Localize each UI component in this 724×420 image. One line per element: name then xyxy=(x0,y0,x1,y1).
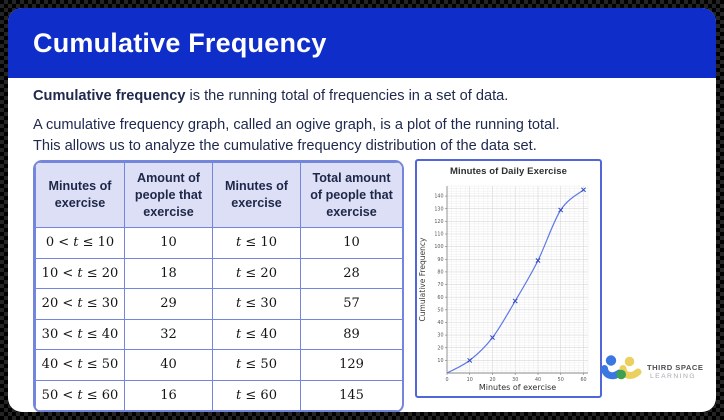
svg-text:0: 0 xyxy=(445,377,448,383)
svg-text:60: 60 xyxy=(437,295,443,301)
svg-text:40: 40 xyxy=(437,320,443,326)
svg-text:10: 10 xyxy=(437,358,443,364)
svg-text:20: 20 xyxy=(437,345,443,351)
table-row: 40 < t ≤ 50 40 t ≤ 50 129 xyxy=(35,349,402,381)
table-row: 0 < t ≤ 10 10 t ≤ 10 10 xyxy=(35,227,402,259)
intro-paragraph-2-line2: This allows us to analyze the cumulative… xyxy=(33,138,537,154)
grid-major xyxy=(447,186,588,373)
table-cell: 40 < t ≤ 50 xyxy=(35,349,125,381)
intro-paragraph-2: A cumulative frequency graph, called an … xyxy=(33,115,693,157)
worksheet-card: Cumulative Frequency Cumulative frequenc… xyxy=(8,8,716,412)
svg-text:60: 60 xyxy=(580,377,586,383)
svg-text:140: 140 xyxy=(434,194,443,200)
svg-text:90: 90 xyxy=(437,257,443,263)
table-cell: 32 xyxy=(124,318,213,350)
table-cell: 16 xyxy=(124,379,213,411)
svg-text:40: 40 xyxy=(535,377,541,383)
logo-yellow-body xyxy=(619,365,642,379)
y-axis-label: Cumulative Frequency xyxy=(418,237,427,321)
table-header-cell: Total amount of people that exercise xyxy=(300,162,402,228)
table-row: 10 < t ≤ 20 18 t ≤ 20 28 xyxy=(35,257,402,289)
intro-text: Cumulative frequency is the running tota… xyxy=(33,88,693,157)
logo-text-line2: LEARNING xyxy=(650,372,696,380)
page-title: Cumulative Frequency xyxy=(33,27,327,58)
table-cell: 57 xyxy=(300,288,402,320)
table-cell: 30 < t ≤ 40 xyxy=(35,318,125,350)
svg-text:70: 70 xyxy=(437,282,443,288)
svg-text:10: 10 xyxy=(467,377,473,383)
table-cell: 145 xyxy=(300,379,402,411)
table-cell: 10 < t ≤ 20 xyxy=(35,257,125,289)
third-space-learning-logo: THIRD SPACE LEARNING xyxy=(600,354,703,388)
table-header-cell: Amount of people that exercise xyxy=(124,162,213,228)
table-row: 50 < t ≤ 60 16 t ≤ 60 145 xyxy=(35,379,402,411)
axis-tick-labels: 10 20 30 40 50 60 70 80 90 100 110 120 130 140 0 10 20 30… xyxy=(434,194,586,383)
table-cell: 18 xyxy=(124,257,213,289)
ogive-chart-svg: 10 20 30 40 50 60 70 80 90 100 110 120 130 140 0 10 20 30… xyxy=(418,185,589,392)
table-cell: 10 xyxy=(300,227,402,259)
logo-text: THIRD SPACE LEARNING xyxy=(647,363,703,380)
logo-green-overlap xyxy=(616,369,626,380)
svg-text:120: 120 xyxy=(434,219,443,225)
intro-paragraph-2-line1: A cumulative frequency graph, called an … xyxy=(33,117,560,133)
svg-text:50: 50 xyxy=(437,307,443,313)
table-row: 20 < t ≤ 30 29 t ≤ 30 57 xyxy=(35,288,402,320)
x-axis-label: Minutes of exercise xyxy=(479,383,556,392)
table-cell: t ≤ 30 xyxy=(212,288,301,320)
logo-blue-head xyxy=(605,355,617,366)
table-cell: 10 xyxy=(124,227,213,259)
svg-text:110: 110 xyxy=(434,232,443,238)
svg-text:30: 30 xyxy=(512,377,518,383)
frequency-table-wrapper: Minutes of exercise Amount of people tha… xyxy=(33,160,404,412)
intro-paragraph-1-rest: is the running total of frequencies in a… xyxy=(185,88,509,104)
table-cell: t ≤ 10 xyxy=(212,227,301,259)
logo-mark-icon xyxy=(601,355,642,380)
grid-minor xyxy=(447,185,589,373)
chart-title: Minutes of Daily Exercise xyxy=(449,166,568,177)
table-cell: 0 < t ≤ 10 xyxy=(35,227,125,259)
table-cell: 40 xyxy=(124,349,213,381)
table-cell: 20 < t ≤ 30 xyxy=(35,288,125,320)
svg-text:50: 50 xyxy=(558,377,564,383)
intro-bold-term: Cumulative frequency xyxy=(33,88,186,104)
svg-text:80: 80 xyxy=(437,270,443,276)
table-cell: t ≤ 50 xyxy=(212,349,301,381)
table-cell: 28 xyxy=(300,257,402,289)
chart-card: Minutes of Daily Exercise 10 20 30 40 50 60 70… xyxy=(415,159,602,398)
table-header-row: Minutes of exercise Amount of people tha… xyxy=(35,162,402,228)
table-row: 30 < t ≤ 40 32 t ≤ 40 89 xyxy=(35,318,402,350)
table-cell: 29 xyxy=(124,288,213,320)
page-header: Cumulative Frequency xyxy=(8,8,716,78)
table-cell: t ≤ 20 xyxy=(212,257,301,289)
table-cell: t ≤ 60 xyxy=(212,379,301,411)
intro-paragraph-1: Cumulative frequency is the running tota… xyxy=(33,88,693,105)
table-cell: t ≤ 40 xyxy=(212,318,301,350)
frequency-table: Minutes of exercise Amount of people tha… xyxy=(35,162,402,411)
table-header-cell: Minutes of exercise xyxy=(212,162,301,228)
logo-yellow-head xyxy=(624,356,635,367)
logo-text-line1: THIRD SPACE xyxy=(647,362,704,372)
table-cell: 129 xyxy=(300,349,402,381)
svg-text:30: 30 xyxy=(437,333,443,339)
svg-text:20: 20 xyxy=(489,377,495,383)
svg-text:130: 130 xyxy=(434,206,443,212)
table-cell: 50 < t ≤ 60 xyxy=(35,379,125,411)
data-markers xyxy=(467,187,586,363)
table-header-cell: Minutes of exercise xyxy=(35,162,125,228)
table-cell: 89 xyxy=(300,318,402,350)
svg-text:100: 100 xyxy=(434,244,443,250)
